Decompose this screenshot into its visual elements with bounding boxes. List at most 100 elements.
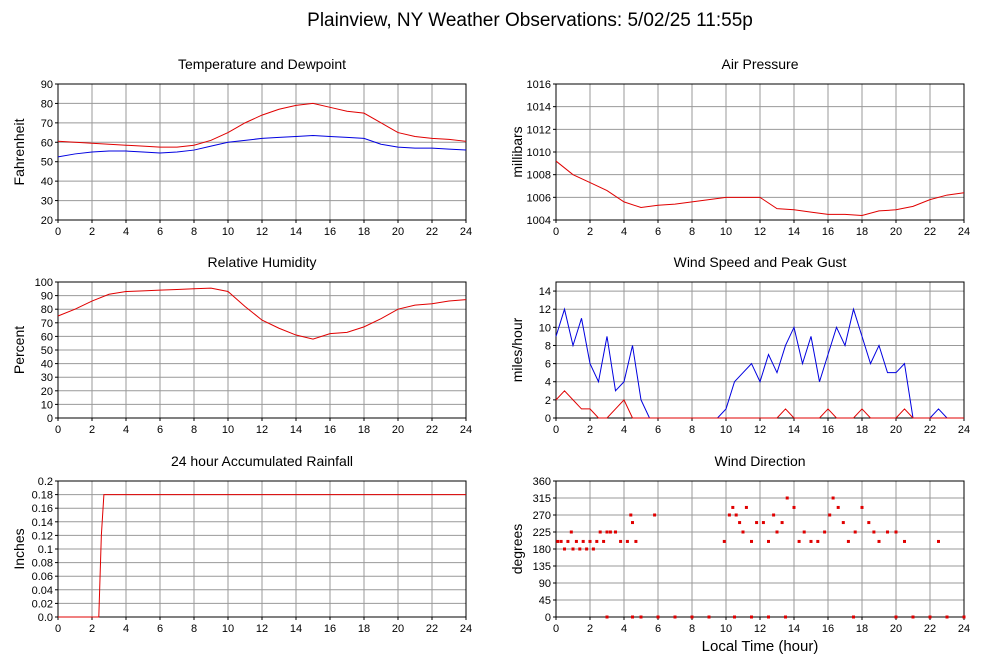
x-tick-label: 4 xyxy=(123,424,129,436)
data-line xyxy=(555,390,964,419)
x-tick-label: 8 xyxy=(191,623,197,635)
data-point xyxy=(581,539,585,543)
data-point xyxy=(828,513,832,517)
chart-title: Relative Humidity xyxy=(208,254,317,270)
data-point xyxy=(962,615,966,619)
data-point xyxy=(886,530,889,534)
y-tick-label: 0 xyxy=(545,413,551,425)
data-point xyxy=(639,615,643,619)
data-point xyxy=(619,539,623,543)
data-point xyxy=(733,615,736,619)
y-tick-label: 1016 xyxy=(527,79,551,91)
x-tick-label: 12 xyxy=(256,226,268,238)
y-tick-label: 80 xyxy=(41,304,53,316)
chart-panel: 24 hour Accumulated Rainfall Inches 0.0 0.0… xyxy=(11,453,472,635)
x-tick-label: 24 xyxy=(460,424,472,436)
data-point xyxy=(772,513,776,517)
y-tick-label: 270 xyxy=(533,510,551,522)
x-tick-label: 20 xyxy=(890,424,902,436)
data-point xyxy=(928,615,932,619)
x-tick-label: 18 xyxy=(358,226,370,238)
data-point xyxy=(846,539,850,543)
y-tick-label: 0.1 xyxy=(38,544,53,556)
x-tick-label: 16 xyxy=(822,623,834,635)
y-tick-label: 20 xyxy=(41,386,53,398)
y-tick-label: 0.16 xyxy=(32,503,53,515)
data-point xyxy=(598,530,602,534)
y-tick-label: 70 xyxy=(41,318,53,330)
data-point xyxy=(559,539,563,543)
y-tick-label: 10 xyxy=(41,399,53,411)
data-point xyxy=(761,521,765,525)
x-tick-label: 10 xyxy=(720,424,732,436)
y-tick-label: 135 xyxy=(533,561,551,573)
x-tick-label: 6 xyxy=(655,623,661,635)
y-axis-label: millibars xyxy=(509,126,525,177)
y-tick-label: 225 xyxy=(533,527,551,539)
y-axis-label: Percent xyxy=(11,326,27,374)
data-point xyxy=(836,505,840,509)
x-tick-label: 6 xyxy=(157,623,163,635)
data-point xyxy=(877,539,881,543)
data-line xyxy=(57,134,467,158)
y-tick-label: 100 xyxy=(35,277,53,289)
data-point xyxy=(785,496,789,500)
y-tick-label: 0.2 xyxy=(38,476,53,488)
y-tick-label: 1004 xyxy=(527,215,551,227)
y-tick-label: 12 xyxy=(539,304,551,316)
y-tick-label: 1010 xyxy=(527,147,551,159)
data-point xyxy=(831,496,835,500)
plot-border xyxy=(555,480,965,618)
plot-border xyxy=(57,281,467,419)
y-tick-label: 0.18 xyxy=(32,490,53,502)
x-tick-label: 20 xyxy=(890,623,902,635)
data-point xyxy=(673,615,677,619)
y-tick-label: 360 xyxy=(533,476,551,488)
data-point xyxy=(852,615,855,619)
y-tick-label: 1008 xyxy=(527,170,551,182)
data-point xyxy=(625,539,629,543)
data-point xyxy=(631,615,634,619)
data-point xyxy=(605,615,609,619)
x-tick-label: 8 xyxy=(191,424,197,436)
data-point xyxy=(574,539,578,543)
x-tick-label: 12 xyxy=(256,424,268,436)
x-tick-label: 10 xyxy=(720,623,732,635)
data-point xyxy=(734,513,738,517)
data-point xyxy=(853,530,857,534)
chart-title: Temperature and Dewpoint xyxy=(178,56,346,72)
x-tick-label: 8 xyxy=(191,226,197,238)
x-tick-label: 2 xyxy=(587,424,593,436)
y-tick-label: 50 xyxy=(41,157,53,169)
x-tick-label: 12 xyxy=(754,226,766,238)
x-tick-label: 16 xyxy=(324,424,336,436)
data-point xyxy=(945,615,949,619)
x-tick-label: 8 xyxy=(689,424,695,436)
data-point xyxy=(629,513,633,517)
y-tick-label: 20 xyxy=(41,215,53,227)
x-tick-label: 14 xyxy=(290,623,302,635)
x-tick-label: 16 xyxy=(822,424,834,436)
y-tick-label: 40 xyxy=(41,176,53,188)
data-point xyxy=(602,539,606,543)
data-point xyxy=(937,539,940,543)
data-point xyxy=(588,539,592,543)
x-tick-label: 0 xyxy=(55,623,61,635)
plot-border xyxy=(57,83,467,221)
chart-panel: Relative HumidityPercent0102030405060708… xyxy=(11,254,472,436)
data-point xyxy=(903,539,906,543)
x-tick-label: 2 xyxy=(89,424,95,436)
x-tick-label: 10 xyxy=(222,424,234,436)
x-tick-label: 24 xyxy=(460,226,472,238)
x-tick-label: 2 xyxy=(89,226,95,238)
chart-title: Wind Speed and Peak Gust xyxy=(674,254,847,270)
y-tick-label: 1014 xyxy=(527,102,551,114)
data-line xyxy=(57,102,467,148)
x-tick-label: 16 xyxy=(822,226,834,238)
data-point xyxy=(741,530,745,534)
y-axis-label: Fahrenheit xyxy=(11,118,27,185)
x-tick-label: 24 xyxy=(958,623,970,635)
plot-border xyxy=(57,480,467,618)
x-tick-label: 4 xyxy=(123,623,129,635)
